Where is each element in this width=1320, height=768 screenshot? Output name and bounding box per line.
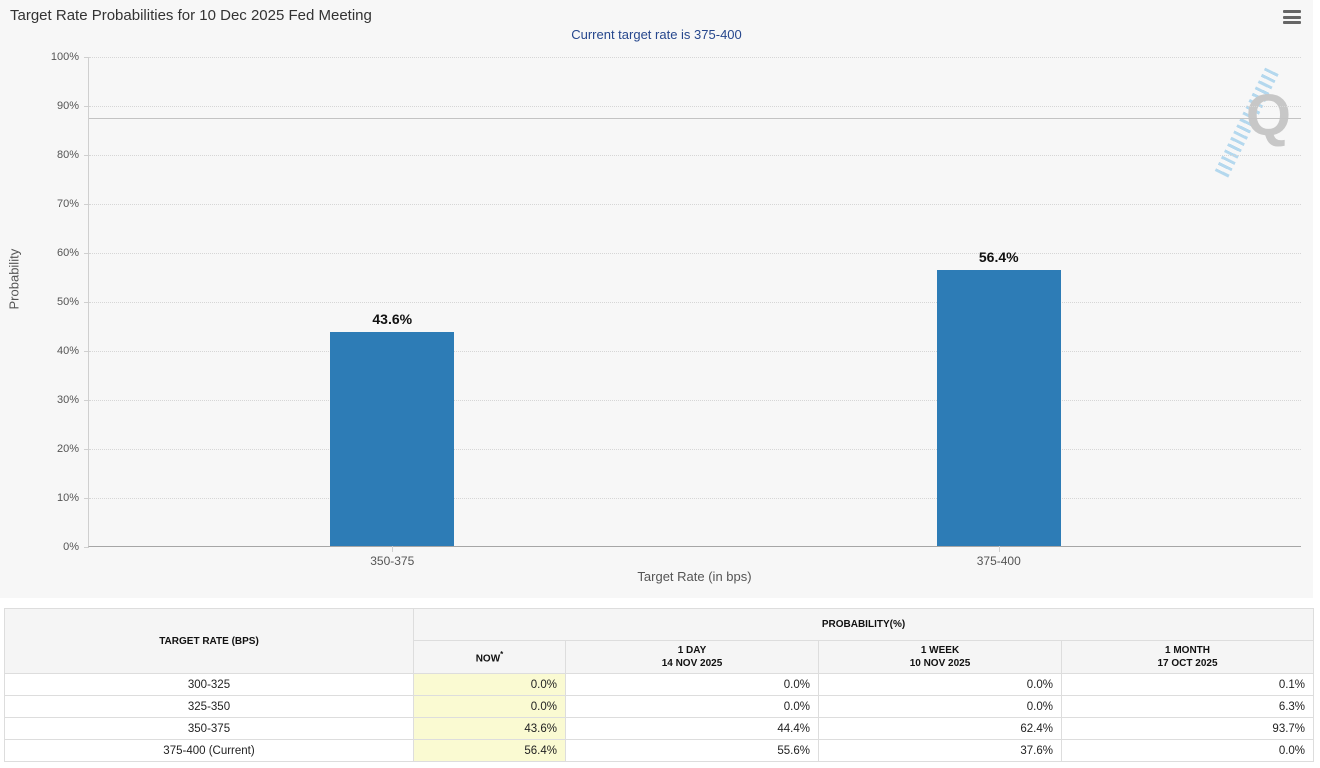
cell-1-day: 44.4% bbox=[565, 717, 819, 740]
y-tick-mark bbox=[84, 400, 89, 401]
x-tick-label: 375-400 bbox=[976, 554, 1021, 568]
col-header-1-week-date: 10 NOV 2025 bbox=[909, 658, 971, 669]
y-tick-label: 90% bbox=[56, 100, 79, 112]
col-header-target-rate: TARGET RATE (BPS) bbox=[4, 608, 414, 674]
table-row: 300-325 0.0% 0.0% 0.0% 0.1% bbox=[4, 673, 1315, 696]
y-tick-mark bbox=[84, 57, 89, 58]
chart-subtitle: Current target rate is 375-400 bbox=[571, 27, 742, 42]
y-gridline bbox=[89, 106, 1301, 107]
now-label: NOW bbox=[475, 653, 501, 665]
plot-area: Q 0% 10% 20% 30% 40% 50% 60% 70% 80% 90% 100% 43.6%… bbox=[51, 51, 1301, 568]
x-tick-mark bbox=[998, 546, 1000, 552]
cell-target-rate: 350-375 bbox=[4, 717, 414, 740]
col-header-1-month-date: 17 OCT 2025 bbox=[1157, 658, 1218, 669]
col-header-1-week: 1 WEEK 10 NOV 2025 bbox=[818, 640, 1062, 674]
x-tick-mark bbox=[392, 546, 394, 552]
y-tick-mark bbox=[84, 449, 89, 450]
table-row: 350-375 43.6% 44.4% 62.4% 93.7% bbox=[4, 717, 1315, 740]
cell-target-rate: 375-400 (Current) bbox=[4, 739, 414, 762]
y-tick-mark bbox=[84, 498, 89, 499]
fedwatch-chart: Target Rate Probabilities for 10 Dec 202… bbox=[6, 7, 1301, 584]
y-tick-label: 40% bbox=[56, 345, 79, 357]
col-header-1-week-label: 1 WEEK bbox=[920, 645, 960, 656]
col-header-1-day: 1 DAY 14 NOV 2025 bbox=[565, 640, 819, 674]
probability-table: TARGET RATE (BPS) PROBABILITY(%) NOW* 1 … bbox=[4, 608, 1315, 762]
cell-1-week: 0.0% bbox=[818, 695, 1062, 718]
y-tick-mark bbox=[84, 204, 89, 205]
col-header-1-day-label: 1 DAY bbox=[677, 645, 707, 656]
watermark-reference-line bbox=[89, 118, 1301, 120]
y-tick-label: 20% bbox=[56, 443, 79, 455]
y-tick-label: 10% bbox=[56, 492, 79, 504]
y-gridline bbox=[89, 498, 1301, 499]
bar[interactable] bbox=[936, 269, 1061, 546]
cell-target-rate: 300-325 bbox=[4, 673, 414, 696]
bar-data-label: 43.6% bbox=[372, 311, 413, 328]
y-axis-title: Probability bbox=[6, 248, 22, 310]
quikstrike-q-icon: Q bbox=[1245, 83, 1291, 148]
cell-1-day: 0.0% bbox=[565, 673, 819, 696]
y-tick-mark bbox=[84, 155, 89, 156]
bar[interactable] bbox=[330, 332, 455, 546]
y-gridline bbox=[89, 155, 1301, 156]
cell-1-month: 0.1% bbox=[1060, 673, 1315, 696]
y-tick-mark bbox=[84, 106, 89, 107]
y-gridline bbox=[89, 253, 1301, 254]
cell-1-day: 55.6% bbox=[565, 739, 819, 762]
cell-1-week: 37.6% bbox=[818, 739, 1062, 762]
y-tick-label: 0% bbox=[63, 541, 79, 553]
cell-1-month: 6.3% bbox=[1060, 695, 1315, 718]
y-tick-label: 30% bbox=[56, 394, 79, 406]
y-tick-mark bbox=[84, 547, 89, 548]
x-tick-label: 350-375 bbox=[370, 554, 415, 568]
y-gridline bbox=[89, 57, 1301, 58]
cell-now: 0.0% bbox=[413, 673, 566, 696]
table-row: 375-400 (Current) 56.4% 55.6% 37.6% 0.0% bbox=[4, 739, 1315, 762]
y-gridline bbox=[89, 400, 1301, 401]
cell-target-rate: 325-350 bbox=[4, 695, 414, 718]
col-header-1-month-label: 1 MONTH bbox=[1165, 645, 1211, 656]
y-gridline bbox=[89, 351, 1301, 352]
cell-now: 43.6% bbox=[413, 717, 566, 740]
cell-now: 56.4% bbox=[413, 739, 566, 762]
quikstrike-watermark: Q bbox=[1214, 67, 1295, 179]
col-header-1-month: 1 MONTH 17 OCT 2025 bbox=[1060, 640, 1315, 674]
now-footnote-marker: * bbox=[500, 650, 504, 660]
cell-1-day: 0.0% bbox=[565, 695, 819, 718]
y-gridline bbox=[89, 449, 1301, 450]
y-tick-mark bbox=[84, 302, 89, 303]
bar-data-label: 56.4% bbox=[978, 248, 1019, 265]
y-tick-mark bbox=[84, 351, 89, 352]
y-tick-label: 70% bbox=[56, 198, 79, 210]
y-gridline bbox=[89, 204, 1301, 205]
chart-menu-button[interactable] bbox=[1283, 9, 1301, 25]
col-header-1-day-date: 14 NOV 2025 bbox=[661, 658, 723, 669]
y-tick-label: 50% bbox=[56, 296, 79, 308]
y-tick-label: 80% bbox=[56, 149, 79, 161]
probability-table-container: TARGET RATE (BPS) PROBABILITY(%) NOW* 1 … bbox=[4, 608, 1315, 762]
cell-1-month: 0.0% bbox=[1060, 739, 1315, 762]
col-header-probability-group: PROBABILITY(%) bbox=[412, 608, 1315, 641]
y-tick-label: 100% bbox=[50, 51, 79, 63]
col-header-now: NOW* bbox=[413, 640, 566, 674]
x-axis-title: Target Rate (in bps) bbox=[637, 569, 752, 584]
cell-1-month: 93.7% bbox=[1060, 717, 1315, 740]
y-tick-mark bbox=[84, 253, 89, 254]
y-tick-label: 60% bbox=[56, 247, 79, 259]
table-row: 325-350 0.0% 0.0% 0.0% 6.3% bbox=[4, 695, 1315, 718]
y-gridline bbox=[89, 302, 1301, 303]
chart-title: Target Rate Probabilities for 10 Dec 202… bbox=[10, 7, 372, 24]
cell-now: 0.0% bbox=[413, 695, 566, 718]
cell-1-week: 0.0% bbox=[818, 673, 1062, 696]
cell-1-week: 62.4% bbox=[818, 717, 1062, 740]
